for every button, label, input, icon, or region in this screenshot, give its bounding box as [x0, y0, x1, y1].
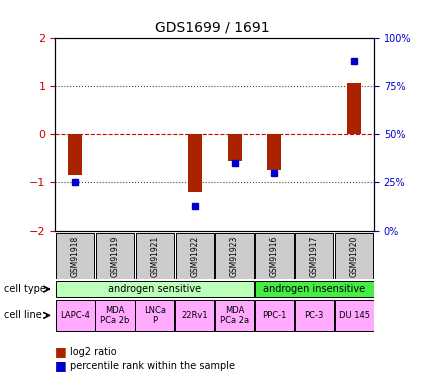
- Bar: [255, 281, 374, 297]
- Text: MDA
PCa 2a: MDA PCa 2a: [220, 306, 249, 325]
- Text: LNCa
P: LNCa P: [144, 306, 166, 325]
- Text: ■: ■: [55, 359, 67, 372]
- Bar: [347, 83, 361, 134]
- Text: GSM91919: GSM91919: [110, 235, 119, 277]
- Text: GSM91921: GSM91921: [150, 236, 159, 277]
- Text: LAPC-4: LAPC-4: [60, 311, 90, 320]
- Text: log2 ratio: log2 ratio: [70, 347, 117, 357]
- Text: ■: ■: [55, 345, 67, 358]
- Bar: [175, 300, 214, 331]
- Text: cell type: cell type: [4, 284, 46, 294]
- Text: androgen sensitive: androgen sensitive: [108, 284, 201, 294]
- Text: DU 145: DU 145: [339, 311, 370, 320]
- Bar: [335, 233, 373, 279]
- Bar: [255, 233, 294, 279]
- Bar: [176, 233, 214, 279]
- Bar: [96, 233, 134, 279]
- Bar: [136, 233, 174, 279]
- Bar: [215, 300, 254, 331]
- Bar: [188, 134, 202, 192]
- Text: GSM91916: GSM91916: [270, 235, 279, 277]
- Text: GDS1699 / 1691: GDS1699 / 1691: [155, 21, 270, 34]
- Bar: [227, 134, 241, 160]
- Bar: [56, 233, 94, 279]
- Text: GSM91918: GSM91918: [71, 236, 79, 277]
- Bar: [295, 233, 333, 279]
- Bar: [255, 300, 294, 331]
- Text: 22Rv1: 22Rv1: [181, 311, 208, 320]
- Text: MDA
PCa 2b: MDA PCa 2b: [100, 306, 130, 325]
- Text: GSM91923: GSM91923: [230, 235, 239, 277]
- Bar: [135, 300, 174, 331]
- Bar: [267, 134, 281, 170]
- Text: percentile rank within the sample: percentile rank within the sample: [70, 361, 235, 370]
- Text: GSM91917: GSM91917: [310, 235, 319, 277]
- Text: cell line: cell line: [4, 310, 42, 320]
- Bar: [56, 281, 254, 297]
- Bar: [68, 134, 82, 175]
- Text: PPC-1: PPC-1: [262, 311, 286, 320]
- Bar: [96, 300, 135, 331]
- Text: GSM91922: GSM91922: [190, 236, 199, 277]
- Bar: [215, 233, 254, 279]
- Bar: [295, 300, 334, 331]
- Text: PC-3: PC-3: [305, 311, 324, 320]
- Text: GSM91920: GSM91920: [350, 235, 359, 277]
- Text: androgen insensitive: androgen insensitive: [263, 284, 366, 294]
- Bar: [56, 300, 95, 331]
- Bar: [334, 300, 374, 331]
